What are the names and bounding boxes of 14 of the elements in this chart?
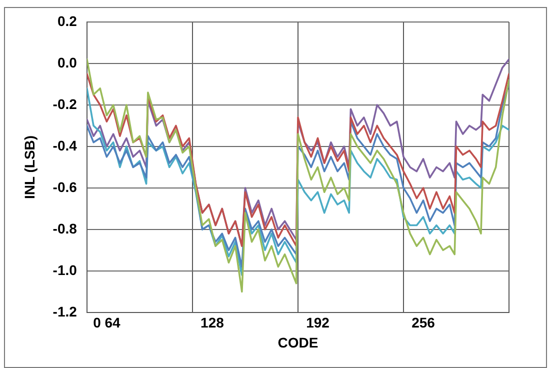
x-tick-label: 256 — [412, 314, 436, 331]
y-tick-label: -1.2 — [52, 303, 78, 320]
y-tick-label: -1.0 — [52, 262, 78, 278]
y-tick-label: 0.2 — [57, 12, 78, 29]
y-tick-label: 0.0 — [57, 54, 78, 70]
x-tick-label: 192 — [306, 314, 330, 331]
x-tick-label: 128 — [200, 314, 224, 331]
y-tick-label: -0.6 — [52, 178, 78, 195]
x-tick-label: 0 64 — [93, 314, 121, 331]
y-tick-label: -0.8 — [52, 220, 78, 236]
y-tick-label: -0.2 — [52, 96, 78, 112]
y-tick-label: -0.4 — [52, 137, 78, 154]
x-axis-title: CODE — [278, 334, 318, 350]
y-axis-title: INL (LSB) — [21, 135, 38, 199]
